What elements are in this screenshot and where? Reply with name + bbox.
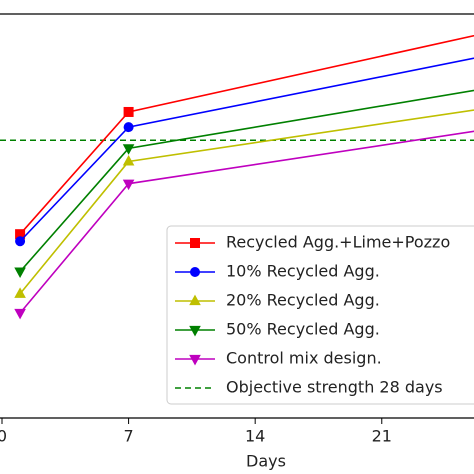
data-point [122,179,135,191]
data-point [14,308,26,320]
x-tick-label: 21 [372,427,392,446]
data-point [122,155,135,166]
x-tick-label: 0 [0,427,7,446]
legend-label: 50% Recycled Agg. [226,320,380,339]
legend-marker [189,294,201,306]
legend-label: Control mix design. [226,349,382,368]
legend-marker [189,354,201,366]
series-line [19,57,474,242]
legend-marker [190,267,200,277]
data-point [14,267,26,278]
legend-marker [190,238,200,248]
plot-area [0,34,474,320]
legend-label: 10% Recycled Agg. [226,262,380,281]
legend-box [166,225,474,405]
data-point [123,122,134,133]
legend-label: Objective strength 28 days [226,378,443,397]
x-tick-label: 7 [123,427,133,446]
data-point [122,144,135,155]
legend-marker [189,325,201,337]
data-point [15,236,26,247]
legend-label: 20% Recycled Agg. [226,291,380,310]
data-point [14,287,26,298]
legend-label: Recycled Agg.+Lime+Pozzo [226,233,450,252]
x-tick-label: 14 [245,427,265,446]
x-axis-label: Days [246,452,286,471]
series-line [19,34,474,235]
data-point [123,106,134,117]
